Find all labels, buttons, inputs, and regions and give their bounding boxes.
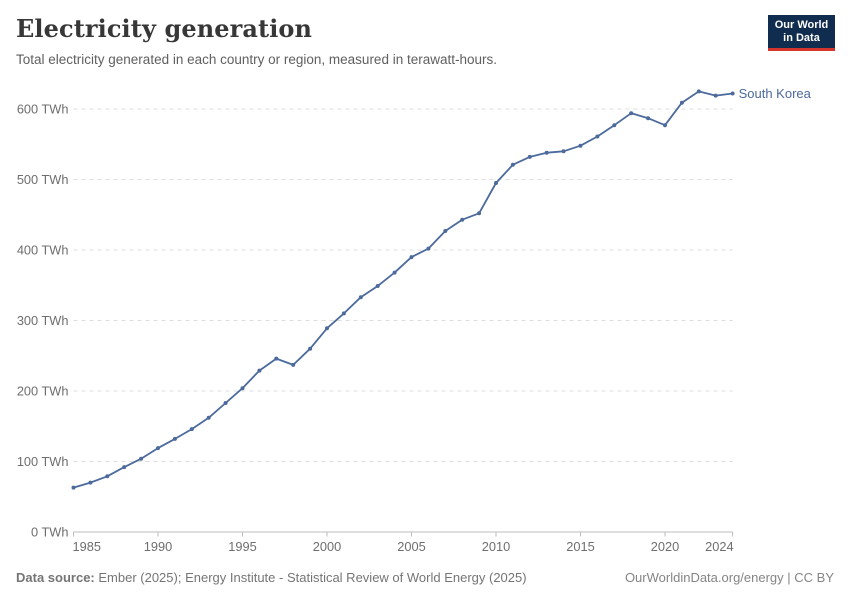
data-point-1986[interactable]: [88, 480, 93, 485]
series-line-south-korea[interactable]: [72, 90, 734, 489]
x-tick-label-2020: 2020: [651, 539, 679, 554]
data-point-2020[interactable]: [663, 123, 667, 128]
data-point-1987[interactable]: [105, 474, 110, 479]
data-point-2010[interactable]: [494, 181, 498, 185]
data-point-1991[interactable]: [172, 436, 177, 441]
data-source-text: Ember (2025); Energy Institute - Statist…: [94, 570, 527, 585]
data-point-1993[interactable]: [206, 415, 211, 420]
y-tick-label-300: 300 TWh: [17, 313, 69, 328]
data-point-2024[interactable]: [730, 91, 735, 96]
y-tick-label-0: 0 TWh: [31, 525, 68, 540]
y-tick-label-600: 600 TWh: [17, 102, 69, 117]
data-point-2003[interactable]: [375, 284, 380, 288]
data-point-2001[interactable]: [341, 311, 346, 316]
data-point-2004[interactable]: [392, 270, 397, 275]
x-tick-label-2024: 2024: [705, 539, 733, 554]
data-point-1989[interactable]: [139, 456, 144, 461]
data-point-2006[interactable]: [426, 246, 431, 251]
data-point-2005[interactable]: [409, 255, 414, 260]
chart-footer: Data source: Ember (2025); Energy Instit…: [16, 570, 834, 585]
series-label-south-korea[interactable]: South Korea: [739, 86, 812, 101]
owid-logo-line2: in Data: [783, 31, 820, 44]
x-tick-label-2000: 2000: [313, 539, 341, 554]
data-point-2012[interactable]: [527, 154, 532, 159]
y-tick-label-100: 100 TWh: [17, 454, 69, 469]
data-point-2021[interactable]: [679, 100, 684, 105]
data-point-1990[interactable]: [156, 446, 160, 451]
data-point-2014[interactable]: [561, 149, 566, 154]
x-tick-label-2010: 2010: [482, 539, 510, 554]
data-point-2023[interactable]: [713, 93, 718, 98]
data-point-1999[interactable]: [308, 346, 313, 351]
x-tick-label-1995: 1995: [228, 539, 256, 554]
data-point-2008[interactable]: [460, 217, 465, 222]
x-tick-label-2005: 2005: [397, 539, 425, 554]
data-point-2011[interactable]: [510, 162, 515, 167]
chart-title: Electricity generation: [16, 14, 313, 43]
data-point-1985[interactable]: [71, 485, 76, 490]
owid-logo[interactable]: Our World in Data: [768, 15, 835, 51]
data-point-2007[interactable]: [443, 229, 448, 233]
data-point-1988[interactable]: [122, 465, 127, 470]
data-point-2000[interactable]: [325, 326, 329, 331]
x-tick-label-1985: 1985: [73, 539, 101, 554]
data-point-1994[interactable]: [223, 401, 228, 405]
data-source: Data source: Ember (2025); Energy Instit…: [16, 570, 527, 585]
owid-link[interactable]: OurWorldinData.org/energy | CC BY: [624, 570, 834, 585]
data-point-2013[interactable]: [544, 150, 549, 155]
data-point-2019[interactable]: [646, 116, 651, 121]
x-tick-label-1990: 1990: [144, 539, 172, 554]
data-point-1992[interactable]: [189, 427, 194, 432]
data-point-1996[interactable]: [257, 368, 262, 373]
y-tick-label-500: 500 TWh: [17, 172, 69, 187]
data-point-2016[interactable]: [595, 134, 600, 139]
owid-logo-line1: Our World: [774, 18, 829, 31]
data-point-1995[interactable]: [240, 386, 245, 391]
x-tick-label-2015: 2015: [566, 539, 594, 554]
data-point-2022[interactable]: [696, 89, 701, 94]
data-source-label: Data source:: [16, 570, 95, 585]
chart-subtitle: Total electricity generated in each coun…: [16, 52, 497, 67]
data-point-2017[interactable]: [612, 123, 617, 128]
y-tick-label-400: 400 TWh: [17, 243, 69, 258]
data-point-2002[interactable]: [358, 295, 363, 300]
data-point-2009[interactable]: [477, 211, 482, 216]
data-point-1997[interactable]: [274, 356, 279, 361]
data-point-2018[interactable]: [629, 111, 634, 116]
y-tick-label-200: 200 TWh: [17, 384, 69, 399]
data-point-1998[interactable]: [291, 362, 296, 367]
data-point-2015[interactable]: [578, 143, 583, 148]
